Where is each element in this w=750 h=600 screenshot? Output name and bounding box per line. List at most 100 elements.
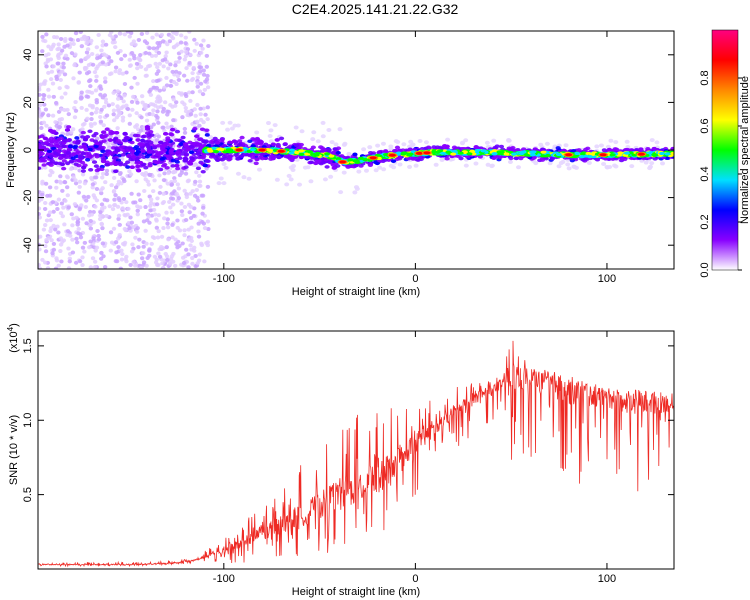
spectrogram-noise-point xyxy=(75,220,80,225)
spectrogram-noise-point xyxy=(173,63,178,68)
spectrogram-noise-point xyxy=(58,78,63,83)
spectrogram-noise-point xyxy=(81,34,87,39)
spectrogram-noise-point xyxy=(65,175,70,180)
spectrogram-band-point xyxy=(175,166,181,171)
spectrogram-noise-point xyxy=(118,31,123,36)
spectrogram-noise-point xyxy=(146,157,152,162)
spectrogram-noise-point xyxy=(187,210,192,215)
spectrogram-haze-point xyxy=(388,144,394,149)
spectrogram-noise-point xyxy=(127,121,132,126)
spectrogram-noise-point xyxy=(41,92,46,97)
spectrogram-band-point xyxy=(43,141,49,145)
spectrogram-noise-point xyxy=(49,226,54,231)
spectrogram-noise-point xyxy=(198,43,204,48)
spectrogram-noise-point xyxy=(84,107,89,112)
spectrogram-noise-point xyxy=(192,37,197,42)
spectrogram-noise-point xyxy=(129,220,135,225)
spectrogram-band-point xyxy=(606,147,612,152)
spectrogram-noise-point xyxy=(117,172,123,177)
spectrogram-noise-point xyxy=(65,193,70,198)
spectrogram-noise-point xyxy=(134,179,139,184)
spectrogram-noise-point xyxy=(69,51,75,56)
spectrogram-band-point xyxy=(331,166,337,170)
spectrogram-noise-point xyxy=(196,229,201,234)
spectrogram-band-point xyxy=(638,147,644,151)
spectrogram-noise-point xyxy=(189,238,194,243)
spectrogram-noise-point xyxy=(152,178,157,183)
spectrogram-band-point xyxy=(169,147,175,152)
spectrogram-noise-point xyxy=(172,176,177,181)
spectrogram-band-point xyxy=(143,165,149,170)
spectrogram-noise-point xyxy=(60,214,65,219)
spectrogram-band-point xyxy=(72,144,79,149)
spectrogram-noise-point xyxy=(113,259,119,264)
spectrogram-noise-point xyxy=(186,90,192,95)
spectrogram-noise-point xyxy=(173,237,178,242)
spectrogram-band-point xyxy=(183,165,189,169)
spectrogram-noise-point xyxy=(193,162,199,167)
spectrogram-noise-point xyxy=(48,168,54,173)
spectrogram-noise-point xyxy=(197,123,202,128)
spectrogram-noise-point xyxy=(59,69,64,74)
spectrogram-noise-point xyxy=(79,44,85,49)
spectrogram-noise-point xyxy=(54,179,59,184)
spectrogram-band-point xyxy=(137,160,144,165)
spectrogram-haze-point xyxy=(352,190,358,195)
spectrogram-noise-point xyxy=(115,126,120,131)
spectrogram-haze-point xyxy=(660,161,666,166)
spectrogram-noise-point xyxy=(159,234,165,239)
spectrogram-band-point xyxy=(46,149,53,154)
spectrogram-noise-point xyxy=(87,103,93,108)
spectrogram-band-point xyxy=(113,169,119,174)
spectrogram-noise-point xyxy=(124,254,129,259)
spectrogram-band-point xyxy=(103,133,109,138)
spectrogram-noise-point xyxy=(70,223,75,228)
spectrogram-noise-point xyxy=(147,51,152,56)
spectrogram-noise-point xyxy=(145,255,150,260)
spectrogram-noise-point xyxy=(202,226,208,231)
spectrogram-noise-point xyxy=(135,56,141,61)
spectrogram-noise-point xyxy=(170,36,176,41)
spectrogram-noise-point xyxy=(201,72,207,77)
spectrogram-noise-point xyxy=(104,172,109,177)
spectrogram-noise-point xyxy=(143,205,148,210)
spectrogram-noise-point xyxy=(193,253,198,258)
spectrogram-haze-point xyxy=(235,171,241,176)
spectrogram-noise-point xyxy=(166,237,171,242)
spectrogram-band-point xyxy=(125,165,131,169)
spectrogram-noise-point xyxy=(69,212,74,217)
spectrogram-haze-point xyxy=(417,138,423,143)
spectrogram-noise-point xyxy=(57,86,62,91)
spectrogram-noise-point xyxy=(141,219,147,224)
spectrogram-noise-point xyxy=(161,226,166,231)
spectrogram-noise-point xyxy=(151,108,156,113)
chart-title: C2E4.2025.141.21.22.G32 xyxy=(292,1,459,17)
spectrogram-haze-point xyxy=(423,140,429,145)
spectrogram-band-point xyxy=(158,167,164,172)
spectrogram-noise-point xyxy=(134,111,139,116)
spectrogram-haze-point xyxy=(328,174,334,179)
spectrogram-noise-point xyxy=(84,50,90,55)
spectrogram-noise-point xyxy=(61,65,66,70)
spectrogram-noise-point xyxy=(111,108,117,113)
spectrogram-noise-point xyxy=(109,59,114,64)
spectrogram-noise-point xyxy=(146,64,151,69)
spectrogram-noise-point xyxy=(88,226,94,231)
spectrogram-noise-point xyxy=(205,117,210,122)
spectrogram-band-point xyxy=(135,133,141,138)
spectrogram-band-point xyxy=(282,142,288,146)
spectrogram-noise-point xyxy=(39,126,44,131)
spectrogram-noise-point xyxy=(38,262,41,267)
spectrogram-haze-point xyxy=(225,127,231,132)
spectrogram-band-point xyxy=(53,151,59,156)
spectrogram-haze-point xyxy=(563,143,569,148)
spectrogram-noise-point xyxy=(166,66,171,71)
spectrogram-noise-point xyxy=(49,69,55,74)
spectrogram-noise-point xyxy=(72,202,78,207)
spectrogram-noise-point xyxy=(54,185,59,190)
spectrogram-noise-point xyxy=(157,96,163,101)
spectrogram-noise-point xyxy=(152,254,158,259)
spectrogram-band-point xyxy=(152,160,158,164)
spectrogram-band-point xyxy=(80,135,86,139)
spectrogram-band-point xyxy=(293,143,300,148)
